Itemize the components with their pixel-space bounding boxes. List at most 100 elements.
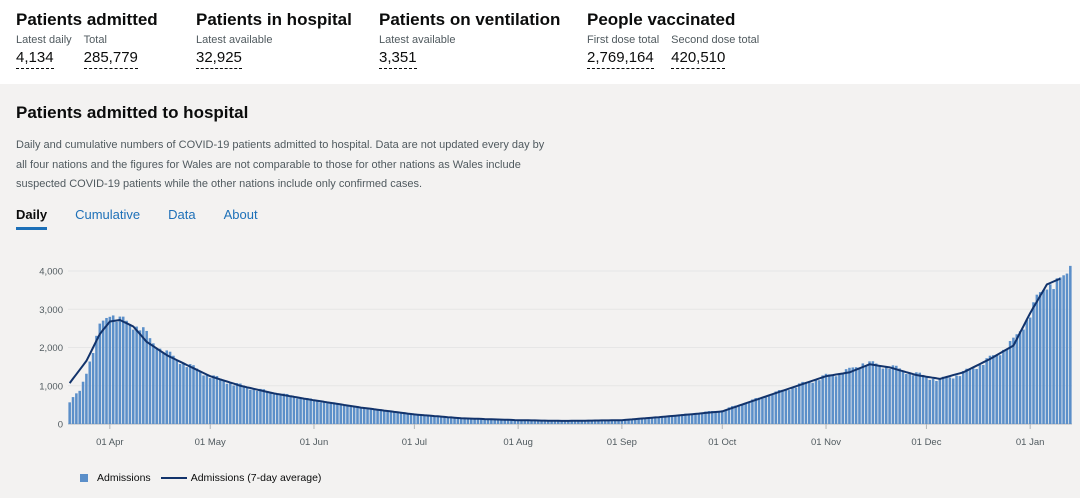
bar-admissions bbox=[901, 370, 905, 424]
bar-admissions bbox=[888, 368, 891, 424]
bar-admissions bbox=[546, 420, 550, 424]
bar-admissions bbox=[299, 398, 302, 424]
bar-admissions bbox=[326, 403, 329, 424]
headline-card-ventilation: Patients on ventilation Latest available… bbox=[379, 8, 560, 69]
bar-admissions bbox=[1005, 349, 1009, 424]
bar-admissions bbox=[500, 419, 503, 424]
bar-admissions bbox=[814, 379, 818, 424]
bar-admissions bbox=[483, 419, 486, 424]
bar-admissions bbox=[463, 418, 466, 424]
bar-admissions bbox=[121, 316, 125, 424]
bar-admissions bbox=[1018, 331, 1022, 424]
bar-admissions bbox=[332, 402, 336, 424]
tab-data[interactable]: Data bbox=[168, 207, 196, 222]
x-tick-label: 01 Jun bbox=[300, 437, 329, 448]
legend-admissions[interactable]: Admissions bbox=[97, 472, 151, 484]
bar-admissions bbox=[510, 420, 513, 424]
bar-admissions bbox=[255, 390, 259, 424]
bar-admissions bbox=[68, 402, 71, 424]
x-tick-label: 01 Sep bbox=[607, 437, 637, 448]
metric-value-first-dose[interactable]: 2,769,164 bbox=[587, 49, 654, 69]
bar-admissions bbox=[898, 368, 901, 424]
x-tick-label: 01 Oct bbox=[708, 437, 736, 448]
bar-admissions bbox=[349, 406, 353, 424]
bar-admissions bbox=[640, 418, 644, 424]
bar-admissions bbox=[660, 416, 664, 424]
bar-admissions bbox=[700, 412, 704, 424]
admissions-chart: 0 1,000 2,000 3,000 4,000 01 Apr 01 May 01 Jun 0… bbox=[39, 265, 1072, 448]
bar-admissions bbox=[864, 365, 868, 424]
bar-admissions bbox=[265, 390, 269, 424]
bar-admissions bbox=[637, 418, 640, 424]
bar-admissions bbox=[1035, 294, 1039, 424]
bar-admissions bbox=[697, 412, 701, 424]
x-tick-label: 01 Apr bbox=[96, 437, 123, 448]
bar-admissions bbox=[222, 380, 225, 424]
bar-admissions bbox=[108, 316, 112, 424]
metric-value-ventilation[interactable]: 3,351 bbox=[379, 49, 417, 69]
bar-admissions bbox=[232, 385, 235, 424]
bar-admissions bbox=[941, 376, 945, 424]
bar-admissions bbox=[446, 417, 450, 424]
y-tick-label: 1,000 bbox=[39, 381, 63, 392]
bar-admissions bbox=[185, 367, 189, 424]
bar-admissions bbox=[188, 364, 192, 424]
bar-admissions bbox=[878, 365, 881, 424]
bar-admissions bbox=[275, 393, 279, 424]
tab-cumulative[interactable]: Cumulative bbox=[75, 207, 141, 222]
bar-admissions bbox=[389, 411, 393, 424]
bar-admissions bbox=[493, 419, 496, 424]
bar-admissions bbox=[342, 405, 346, 424]
bar-admissions bbox=[262, 389, 266, 424]
bar-admissions bbox=[192, 365, 195, 424]
metric-value-in-hospital[interactable]: 32,925 bbox=[196, 49, 242, 69]
metric-value-second-dose[interactable]: 420,510 bbox=[671, 49, 726, 69]
bar-admissions bbox=[439, 416, 443, 424]
bar-admissions bbox=[1008, 341, 1012, 424]
headline-card-admitted: Patients admitted Latest daily 4,134 Tota… bbox=[16, 8, 158, 69]
bar-admissions bbox=[295, 398, 299, 424]
legend-7day-average[interactable]: Admissions (7-day average) bbox=[190, 472, 322, 484]
bar-admissions bbox=[590, 420, 594, 424]
metric-value-latest-daily[interactable]: 4,134 bbox=[16, 49, 54, 69]
bar-admissions bbox=[168, 351, 172, 424]
bar-admissions bbox=[550, 420, 553, 424]
bar-admissions bbox=[988, 355, 992, 424]
x-tick-label: 01 May bbox=[195, 437, 226, 448]
bar-admissions bbox=[1065, 273, 1069, 424]
bar-admissions bbox=[714, 411, 717, 424]
bar-admissions bbox=[828, 374, 831, 424]
tab-daily[interactable]: Daily bbox=[16, 206, 48, 230]
bar-admissions bbox=[797, 383, 801, 424]
bar-admissions bbox=[928, 379, 932, 424]
bar-admissions bbox=[279, 395, 282, 424]
bar-admissions bbox=[312, 399, 316, 424]
bar-admissions bbox=[587, 420, 590, 424]
metric-value-total[interactable]: 285,779 bbox=[83, 49, 138, 69]
bar-admissions bbox=[744, 402, 747, 424]
bar-admissions bbox=[372, 409, 376, 424]
bar-admissions bbox=[918, 372, 921, 424]
headline-title: Patients on ventilation bbox=[379, 10, 561, 29]
panel-description: Daily and cumulative numbers of COVID-19… bbox=[16, 139, 545, 190]
bar-admissions bbox=[292, 396, 296, 424]
bar-admissions bbox=[309, 398, 312, 424]
bar-admissions bbox=[1055, 278, 1059, 424]
y-tick-label: 3,000 bbox=[39, 305, 63, 316]
bar-admissions bbox=[105, 317, 108, 424]
bar-admissions bbox=[955, 375, 958, 424]
bar-admissions bbox=[767, 395, 771, 424]
bar-admissions bbox=[316, 401, 319, 424]
bar-admissions bbox=[470, 418, 473, 424]
bar-admissions bbox=[115, 321, 118, 424]
bar-admissions bbox=[111, 315, 115, 424]
tab-about[interactable]: About bbox=[223, 207, 258, 222]
bar-admissions bbox=[182, 363, 185, 424]
bar-admissions bbox=[419, 415, 423, 424]
bar-admissions bbox=[459, 418, 463, 424]
bar-admissions bbox=[205, 375, 209, 424]
bar-admissions bbox=[717, 411, 721, 424]
bar-admissions bbox=[75, 393, 78, 424]
bar-admissions bbox=[687, 413, 691, 424]
headline-card-vaccinated: People vaccinated First dose total 2,769,… bbox=[587, 8, 759, 69]
